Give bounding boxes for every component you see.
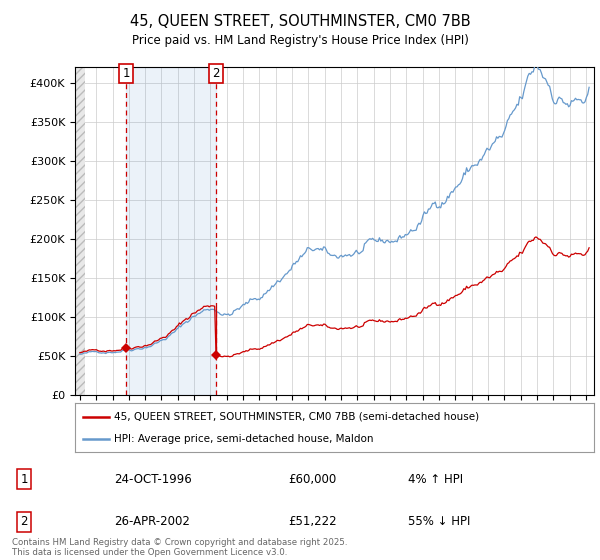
Text: 45, QUEEN STREET, SOUTHMINSTER, CM0 7BB: 45, QUEEN STREET, SOUTHMINSTER, CM0 7BB	[130, 14, 470, 29]
Text: £51,222: £51,222	[288, 515, 337, 529]
Text: 1: 1	[20, 473, 28, 486]
Text: 24-OCT-1996: 24-OCT-1996	[114, 473, 192, 486]
Text: 55% ↓ HPI: 55% ↓ HPI	[408, 515, 470, 529]
Text: 2: 2	[20, 515, 28, 529]
Text: 2: 2	[212, 67, 220, 80]
Text: 45, QUEEN STREET, SOUTHMINSTER, CM0 7BB (semi-detached house): 45, QUEEN STREET, SOUTHMINSTER, CM0 7BB …	[114, 412, 479, 422]
Text: HPI: Average price, semi-detached house, Maldon: HPI: Average price, semi-detached house,…	[114, 434, 373, 444]
Text: 4% ↑ HPI: 4% ↑ HPI	[408, 473, 463, 486]
Bar	[126, 67, 216, 395]
Text: 1: 1	[122, 67, 130, 80]
Text: 26-APR-2002: 26-APR-2002	[114, 515, 190, 529]
Bar	[72, 67, 85, 395]
Text: Contains HM Land Registry data © Crown copyright and database right 2025.
This d: Contains HM Land Registry data © Crown c…	[12, 538, 347, 557]
Text: Price paid vs. HM Land Registry's House Price Index (HPI): Price paid vs. HM Land Registry's House …	[131, 34, 469, 46]
Text: £60,000: £60,000	[288, 473, 336, 486]
